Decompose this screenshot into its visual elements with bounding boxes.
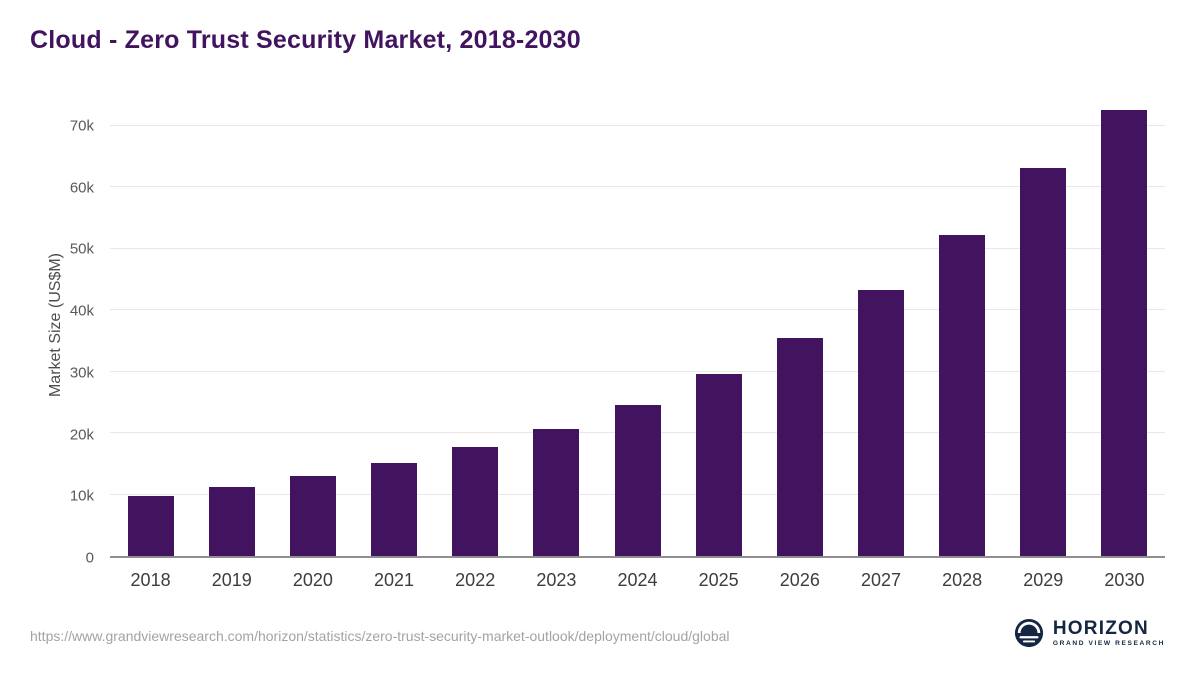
y-axis-tick-labels: 0 10k 20k 30k 40k 50k 60k 70k (58, 95, 100, 566)
bar-2028[interactable] (939, 234, 986, 556)
x-tick-label: 2018 (130, 570, 171, 590)
bar-slot (597, 95, 678, 556)
y-tick-label: 60k (69, 179, 94, 197)
plot-area (110, 95, 1165, 558)
x-tick-label: 2027 (860, 570, 901, 590)
gridline (110, 124, 1165, 126)
x-tick-label: 2020 (292, 570, 333, 590)
bar-slot (759, 95, 840, 556)
bar-slot (272, 95, 353, 556)
gridline (110, 186, 1165, 188)
brand-logo-subtitle: GRAND VIEW RESEARCH (1052, 639, 1165, 647)
x-tick-label: 2021 (374, 570, 415, 590)
bar-2029[interactable] (1020, 167, 1067, 556)
x-tick-label: 2025 (698, 570, 739, 590)
bar-2021[interactable] (371, 463, 418, 556)
x-axis-tick-labels: 2018 2019 2020 2021 2022 2023 2024 2025 2026 2027… (110, 570, 1165, 591)
bar-2024[interactable] (614, 404, 661, 556)
bar-slot (1003, 95, 1084, 556)
x-tick-label: 2030 (1104, 570, 1145, 590)
bar-slot (110, 95, 191, 556)
brand-logo: HORIZON GRAND VIEW RESEARCH (1014, 618, 1165, 648)
y-tick-label: 30k (69, 364, 94, 382)
gridline (110, 247, 1165, 249)
y-tick-label: 0 (85, 549, 94, 567)
horizon-logo-icon (1014, 618, 1043, 648)
y-tick-label: 50k (69, 240, 94, 258)
bar-2027[interactable] (857, 290, 904, 556)
bar-2026[interactable] (776, 337, 823, 556)
bar-slot (191, 95, 272, 556)
bar-slot (435, 95, 516, 556)
x-tick-label: 2029 (1023, 570, 1064, 590)
x-tick-label: 2024 (617, 570, 658, 590)
bar-slot (922, 95, 1003, 556)
bar-slot (1084, 95, 1165, 556)
bar-series (110, 95, 1165, 556)
y-tick-label: 10k (69, 487, 94, 505)
bar-slot (353, 95, 434, 556)
y-tick-label: 70k (69, 117, 94, 135)
gridline (110, 309, 1165, 311)
bar-2018[interactable] (127, 495, 174, 556)
bar-slot (678, 95, 759, 556)
y-tick-label: 20k (69, 426, 94, 444)
source-url: https://www.grandviewresearch.com/horizo… (30, 628, 730, 644)
x-tick-label: 2022 (455, 570, 496, 590)
bar-slot (840, 95, 921, 556)
chart-title: Cloud - Zero Trust Security Market, 2018… (30, 26, 581, 54)
bar-2030[interactable] (1101, 110, 1148, 556)
x-tick-label: 2023 (536, 570, 577, 590)
brand-logo-text: HORIZON GRAND VIEW RESEARCH (1053, 619, 1165, 648)
y-tick-label: 40k (69, 302, 94, 320)
bar-2022[interactable] (452, 447, 499, 556)
bar-2020[interactable] (289, 476, 336, 556)
bar-2025[interactable] (695, 374, 742, 556)
x-tick-label: 2028 (942, 570, 983, 590)
bar-slot (516, 95, 597, 556)
brand-logo-title: HORIZON (1052, 617, 1149, 639)
gridline (110, 370, 1165, 372)
bar-2023[interactable] (533, 428, 580, 556)
bar-2019[interactable] (208, 486, 255, 556)
x-tick-label: 2019 (211, 570, 252, 590)
x-tick-label: 2026 (779, 570, 820, 590)
